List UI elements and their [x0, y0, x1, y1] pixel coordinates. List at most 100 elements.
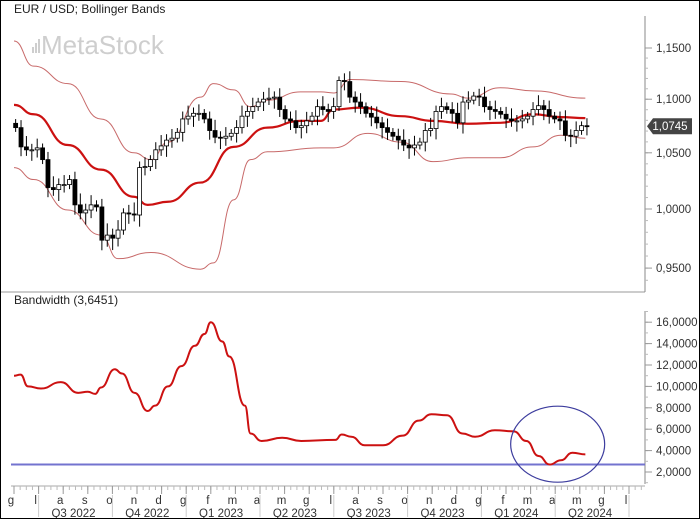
month-label: a [57, 495, 64, 507]
candle [298, 119, 304, 139]
candle [40, 143, 45, 165]
month-label: l [625, 495, 628, 507]
bandwidth-tick-label: 6,0000 [656, 424, 691, 436]
candle [536, 95, 541, 116]
candle [368, 105, 374, 127]
candle [61, 175, 67, 193]
candle [433, 105, 439, 140]
candle [385, 118, 390, 140]
candles [13, 71, 590, 251]
month-label: m [228, 495, 238, 507]
quarter-label: Q4 2022 [125, 508, 169, 518]
month-label: m [277, 495, 287, 507]
quarter-label: Q1 2024 [494, 508, 539, 518]
candle [342, 73, 347, 91]
month-label: g [475, 495, 481, 507]
candle [325, 103, 331, 123]
month-label: a [254, 495, 261, 507]
candle [212, 119, 218, 144]
candle [218, 131, 223, 150]
candle [158, 135, 164, 156]
bandwidth-tick-label: 12,0000 [656, 360, 698, 372]
candle [169, 129, 175, 148]
month-label: l [34, 495, 37, 507]
candle [331, 97, 337, 119]
candle [110, 228, 116, 251]
month-label: g [598, 495, 604, 507]
candle [439, 97, 444, 119]
metastock-watermark: MetaStock [32, 30, 165, 60]
candle [460, 96, 466, 134]
candle [234, 120, 240, 143]
candle [77, 193, 83, 220]
month-label: n [426, 495, 432, 507]
candle [584, 118, 590, 136]
candle [428, 117, 434, 137]
candle [228, 129, 234, 141]
month-label: s [82, 495, 88, 507]
candle [406, 139, 412, 159]
candle [503, 106, 509, 129]
bollinger-lower-band [13, 132, 586, 270]
candle [455, 102, 460, 129]
candle [185, 105, 191, 125]
month-label: s [377, 495, 383, 507]
candle [390, 128, 396, 141]
candle [104, 223, 110, 247]
candle [557, 111, 563, 130]
candle [320, 96, 326, 116]
candle [131, 202, 137, 222]
quarter-label: Q3 2022 [51, 508, 95, 518]
candle [347, 71, 353, 103]
candle [24, 136, 29, 156]
candle [358, 93, 363, 115]
candle [449, 102, 455, 123]
candle [191, 107, 196, 127]
month-label: o [106, 495, 112, 507]
candle [29, 143, 35, 161]
quarter-label: Q2 2023 [273, 508, 317, 518]
bandwidth-plot [11, 321, 645, 483]
bollinger-middle-band [13, 103, 586, 206]
last-price-value: 1,0745 [652, 121, 687, 133]
candle [444, 102, 450, 114]
candle [72, 171, 78, 215]
candle [530, 102, 536, 126]
candle [56, 178, 62, 201]
candle [45, 151, 51, 198]
candle [401, 129, 407, 152]
month-label: f [501, 495, 505, 507]
candle [250, 97, 256, 119]
candle [83, 203, 89, 225]
bandwidth-line [13, 321, 586, 466]
candle [282, 105, 288, 124]
candle [147, 155, 153, 172]
month-label: n [131, 495, 137, 507]
bandwidth-tick-label: 4,0000 [656, 446, 691, 458]
candle [67, 175, 72, 190]
candle [142, 157, 148, 176]
month-label: m [523, 495, 533, 507]
annotation-ellipse [510, 405, 606, 483]
candle [261, 91, 266, 111]
month-label: d [155, 495, 161, 507]
bandwidth-tick-label: 10,0000 [656, 381, 698, 393]
watermark-text: MetaStock [41, 30, 165, 60]
price-chart-title: EUR / USD; Bollinger Bands [14, 2, 165, 16]
candle [379, 116, 385, 139]
candle [519, 109, 525, 129]
month-label: a [352, 495, 359, 507]
candle [309, 111, 315, 126]
month-label: m [572, 495, 582, 507]
candle [244, 105, 250, 127]
bandwidth-chart-title: Bandwidth (3,6451) [14, 293, 118, 307]
candle [395, 128, 401, 150]
candle [552, 111, 558, 124]
candle [412, 135, 417, 156]
candle [525, 111, 531, 124]
candle [422, 123, 428, 152]
candle [509, 108, 514, 127]
candle [126, 204, 132, 224]
